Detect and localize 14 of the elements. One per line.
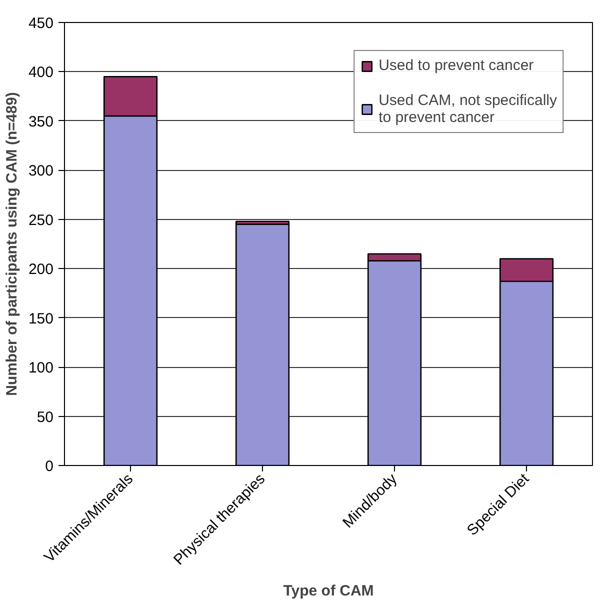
y-tick-label: 50	[36, 408, 54, 426]
y-tick-label: 0	[45, 458, 54, 475]
legend-label: Used to prevent cancer	[378, 57, 534, 74]
y-axis-title: Number of participants using CAM (n=489)	[3, 92, 20, 396]
y-tick-label: 400	[28, 64, 54, 82]
y-tick-label: 350	[28, 113, 54, 130]
legend-label: Used CAM, not specifically to prevent cancer	[378, 92, 557, 126]
y-tick-label: 200	[28, 261, 54, 278]
y-tick-label: 150	[28, 310, 54, 328]
x-axis-title: Type of CAM	[283, 582, 374, 600]
y-tick-label: 300	[28, 162, 54, 180]
y-tick-label: 100	[28, 360, 54, 377]
y-tick-label: 450	[28, 15, 54, 32]
y-tick-label: 250	[28, 212, 54, 229]
